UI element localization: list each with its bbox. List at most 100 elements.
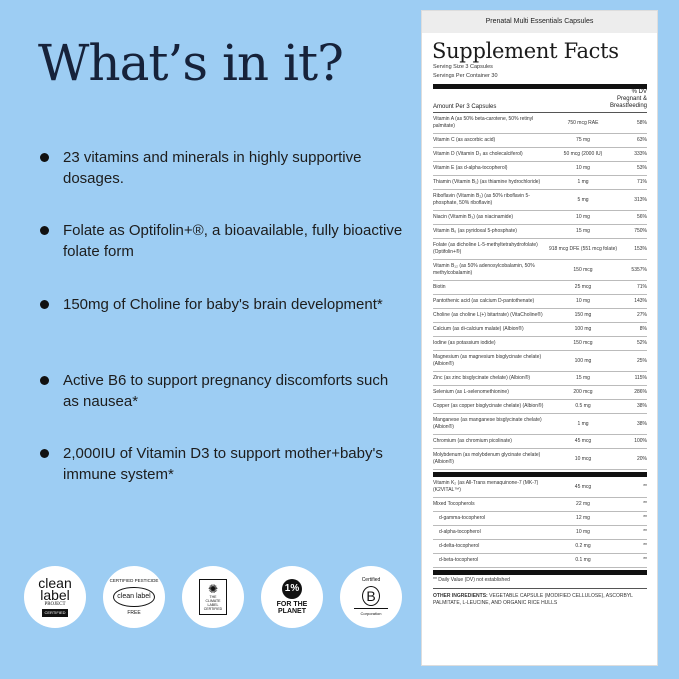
- other-ingredients: OTHER INGREDIENTS: VEGETABLE CAPSULE (MO…: [433, 588, 647, 607]
- nutrient-amount: 45 mcg: [574, 483, 592, 490]
- product-name: Prenatal Multi Essentials Capsules: [422, 11, 657, 33]
- sun-icon: ✺: [207, 582, 219, 596]
- nutrient-dv: 71%: [636, 284, 647, 290]
- nutrient-row: Vitamin E (as d-alpha-tocopherol) 10 mg 53…: [433, 162, 647, 176]
- nutrient-row: Chromium (as chromium picolinate) 45 mcg 1…: [433, 435, 647, 449]
- nutrient-row: Choline (as choline L(+) bitartrate) (Vi…: [433, 309, 647, 323]
- bullet-dot-icon: [40, 226, 49, 235]
- nutrient-dv: **: [643, 543, 647, 549]
- nutrient-amount: 200 mcg: [573, 389, 593, 395]
- bullet-text: Active B6 to support pregnancy discomfor…: [63, 372, 389, 410]
- nutrient-amount: 22 mg: [576, 501, 590, 507]
- one-percent-planet-logo: 1% FOR THE PLANET: [261, 566, 323, 628]
- nutrient-dv: 53%: [636, 165, 647, 171]
- nutrient-amount: 1 mg: [577, 420, 589, 427]
- footnote: ** Daily Value (DV) not established: [433, 577, 510, 583]
- nutrient-name: Vitamin B₆ (as pyridoxal 5-phosphate): [433, 228, 517, 234]
- nutrient-row: Riboflavin (Vitamin B₂) (as 50% riboflav…: [433, 190, 647, 211]
- nutrient-amount: 25 mcg: [574, 284, 592, 290]
- nutrient-amount: 15 mg: [576, 375, 590, 381]
- nutrient-row: Mixed Tocopherols 22 mg **: [433, 498, 647, 512]
- nutrient-dv: 153%: [634, 245, 647, 252]
- nutrient-dv: 52%: [636, 340, 647, 346]
- nutrient-name: d-gamma-tocopherol: [439, 515, 486, 521]
- nutrient-amount: 15 mg: [576, 228, 590, 234]
- certification-logos: clean label PROJECT CERTIFIED CERTIFIED …: [24, 566, 402, 628]
- nutrient-row: Folate (as dicholine L-5-methyltetrahydr…: [433, 239, 647, 260]
- nutrient-amount: 918 mcg DFE (551 mcg folate): [548, 245, 618, 252]
- bullet-dot-icon: [40, 300, 49, 309]
- nutrient-dv: 286%: [634, 389, 647, 395]
- nutrient-name: Riboflavin (Vitamin B₂) (as 50% riboflav…: [433, 193, 530, 206]
- bullet-item: 23 vitamins and minerals in highly suppo…: [38, 147, 408, 189]
- nutrient-name: d-alpha-tocopherol: [439, 529, 481, 535]
- nutrient-dv: 56%: [636, 214, 647, 220]
- nutrient-amount: 150 mcg: [573, 266, 593, 273]
- nutrient-name: Pantothenic acid (as calcium D-pantothen…: [433, 298, 535, 304]
- nutrient-row: Vitamin B₁₂ (as 50% adenosylcobalamin, 5…: [433, 260, 647, 281]
- nutrient-amount: 10 mg: [576, 214, 590, 220]
- nutrient-amount: 45 mcg: [574, 438, 592, 444]
- nutrient-dv: 27%: [636, 312, 647, 318]
- nutrient-row: Vitamin A (as 50% beta-carotene, 50% ret…: [433, 113, 647, 134]
- nutrient-name: Iodine (as potassium iodide): [433, 340, 496, 346]
- bullet-item: 2,000IU of Vitamin D3 to support mother+…: [38, 443, 408, 485]
- nutrient-amount: 150 mg: [574, 312, 592, 318]
- bullet-dot-icon: [40, 449, 49, 458]
- nutrient-dv: 115%: [634, 375, 647, 381]
- supplement-facts-label: Prenatal Multi Essentials Capsules Suppl…: [421, 10, 658, 666]
- nutrient-amount: 750 mcg RAE: [567, 119, 599, 126]
- nutrient-amount: 150 mcg: [573, 340, 593, 346]
- nutrient-name: d-beta-tocopherol: [439, 557, 479, 563]
- nutrient-amount: 5 mg: [577, 196, 589, 203]
- nutrient-dv: **: [643, 501, 647, 507]
- nutrient-dv: **: [643, 515, 647, 521]
- nutrient-dv: 333%: [634, 151, 647, 157]
- nutrient-name: Magnesium (as magnesium bisglycinate che…: [433, 354, 542, 367]
- bullet-dot-icon: [40, 153, 49, 162]
- nutrient-dv: 63%: [636, 137, 647, 143]
- dv-header: % DV Pregnant & Breastfeeding: [609, 89, 647, 109]
- nutrient-dv: 58%: [636, 119, 647, 126]
- nutrient-row: Vitamin D (Vitamin D₃ as cholecalciferol…: [433, 148, 647, 162]
- nutrient-dv: **: [643, 483, 647, 490]
- nutrient-row: Vitamin C (as ascorbic acid) 75 mg 63%: [433, 134, 647, 148]
- nutrient-row: Niacin (Vitamin B₃) (as niacinamide) 10 m…: [433, 211, 647, 225]
- nutrient-amount: 50 mcg (2000 IU): [563, 151, 603, 157]
- nutrient-name: Molybdenum (as molybdenum glycinate chel…: [433, 452, 541, 465]
- nutrient-row: Thiamin (Vitamin B₁) (as thiamine hydroc…: [433, 176, 647, 190]
- nutrient-amount: 10 mcg: [574, 455, 592, 462]
- nutrient-row: Iodine (as potassium iodide) 150 mcg 52%: [433, 337, 647, 351]
- nutrient-name: Niacin (Vitamin B₃) (as niacinamide): [433, 214, 514, 220]
- nutrient-amount: 12 mg: [576, 515, 590, 521]
- heading: What’s in it?: [38, 34, 344, 92]
- nutrient-row: Copper (as copper bisglycinate chelate) …: [433, 400, 647, 414]
- climate-label-logo: ✺ THE CLIMATE LABEL CERTIFIED: [182, 566, 244, 628]
- nutrient-row: d-gamma-tocopherol 12 mg **: [433, 512, 647, 526]
- nutrient-amount: 10 mg: [576, 529, 590, 535]
- bullet-item: 150mg of Choline for baby's brain develo…: [38, 294, 408, 315]
- nutrient-amount: 0.5 mg: [575, 403, 591, 409]
- nutrient-row: Manganese (as manganese bisglycinate che…: [433, 414, 647, 435]
- nutrient-name: Manganese (as manganese bisglycinate che…: [433, 417, 542, 430]
- nutrient-row: d-alpha-tocopherol 10 mg **: [433, 526, 647, 540]
- nutrient-dv: 8%: [639, 326, 647, 332]
- nutrient-row: Magnesium (as magnesium bisglycinate che…: [433, 351, 647, 372]
- nutrient-name: Vitamin B₁₂ (as 50% adenosylcobalamin, 5…: [433, 263, 535, 276]
- nutrient-dv: 38%: [636, 420, 647, 427]
- nutrient-dv: 71%: [636, 179, 647, 185]
- nutrient-name: Choline (as choline L(+) bitartrate) (Vi…: [433, 312, 543, 318]
- nutrient-name: Chromium (as chromium picolinate): [433, 438, 512, 444]
- nutrient-dv: 750%: [634, 228, 647, 234]
- nutrient-name: Vitamin E (as d-alpha-tocopherol): [433, 165, 508, 171]
- nutrient-row: Biotin 25 mcg 71%: [433, 281, 647, 295]
- pesticide-free-logo: CERTIFIED PESTICIDE clean label FREE: [103, 566, 165, 628]
- nutrient-name: Mixed Tocopherols: [433, 501, 475, 507]
- bullet-item: Folate as Optifolin+®, a bioavailable, f…: [38, 220, 408, 262]
- nutrient-amount: 10 mg: [576, 165, 590, 171]
- nutrient-dv: **: [643, 557, 647, 563]
- bullet-item: Active B6 to support pregnancy discomfor…: [38, 370, 408, 412]
- nutrient-name: Selenium (as L-selenomethionine): [433, 389, 509, 395]
- amount-header: Amount Per 3 Capsules: [433, 104, 497, 110]
- nutrient-row: d-delta-tocopherol 0.2 mg **: [433, 540, 647, 554]
